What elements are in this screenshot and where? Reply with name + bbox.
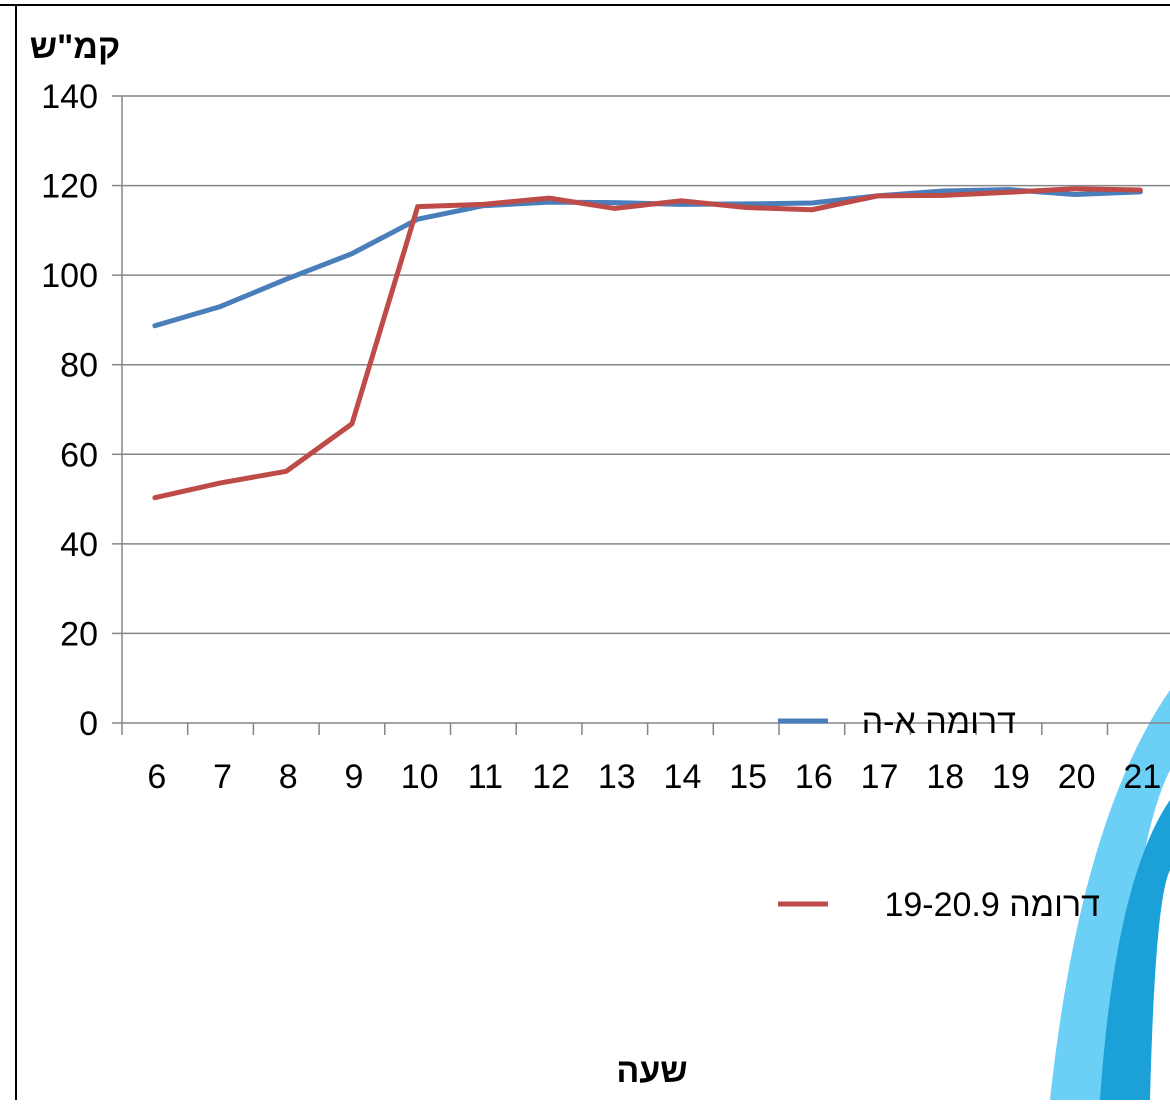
y-tick-label-40: 40	[60, 526, 98, 564]
x-tick-label-11: 11	[468, 758, 503, 796]
series-line-2	[155, 189, 1141, 498]
x-tick-label-8: 8	[279, 758, 298, 796]
y-tick-label-0: 0	[79, 705, 98, 743]
y-tick-label-20: 20	[60, 615, 98, 653]
x-tick-label-13: 13	[598, 758, 636, 796]
x-tick-label-16: 16	[795, 758, 833, 796]
x-tick-label-7: 7	[213, 758, 232, 796]
x-tick-label-19: 19	[992, 758, 1030, 796]
y-tick-label-140: 140	[41, 78, 98, 116]
legend-item-1: דרומה א-ה	[778, 703, 1016, 741]
x-tick-label-14: 14	[664, 758, 702, 796]
y-axis-title: קמ"ש	[30, 28, 120, 66]
y-tick-label-120: 120	[41, 168, 98, 206]
y-axis-ticks: 0 20 40 60 80 100 120 140	[41, 78, 122, 743]
x-tick-label-9: 9	[344, 758, 363, 796]
legend-item-2: דרומה 19-20.9	[778, 886, 1100, 924]
gridlines	[122, 96, 1170, 633]
legend: דרומה א-ה דרומה 19-20.9	[778, 703, 1100, 924]
x-axis-title: שעה	[616, 1052, 687, 1090]
series-lines	[155, 189, 1141, 498]
series-line-1	[155, 190, 1141, 326]
legend-label-1: דרומה א-ה	[862, 703, 1016, 741]
x-tick-label-12: 12	[532, 758, 570, 796]
x-tick-label-21: 21	[1123, 758, 1161, 796]
x-tick-label-6: 6	[147, 758, 166, 796]
x-tick-label-17: 17	[861, 758, 899, 796]
y-tick-label-60: 60	[60, 436, 98, 474]
legend-label-2: דרומה 19-20.9	[884, 886, 1100, 924]
x-tick-label-18: 18	[926, 758, 964, 796]
x-tick-label-20: 20	[1058, 758, 1096, 796]
y-tick-label-100: 100	[41, 257, 98, 295]
x-tick-label-10: 10	[401, 758, 439, 796]
y-tick-label-80: 80	[60, 347, 98, 385]
x-tick-label-15: 15	[729, 758, 767, 796]
